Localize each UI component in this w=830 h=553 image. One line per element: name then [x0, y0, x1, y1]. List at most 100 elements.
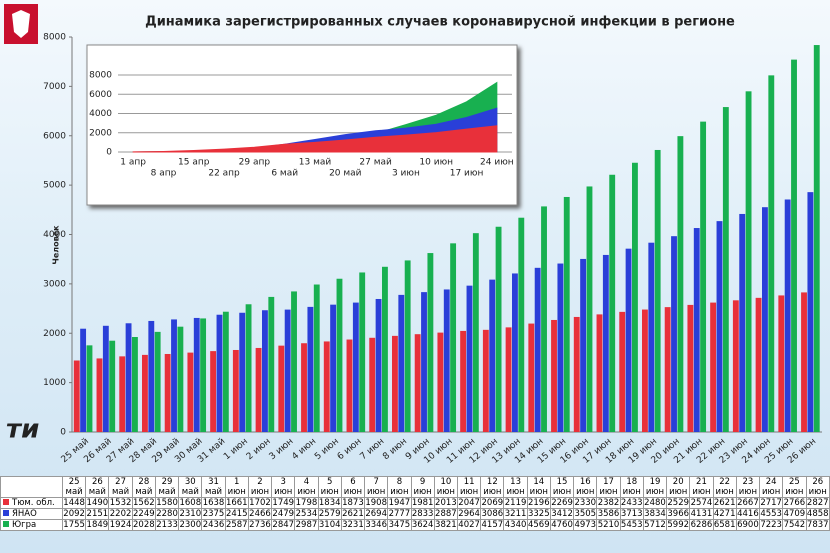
bar: [404, 260, 411, 432]
value-cell: 1834: [317, 497, 342, 509]
bar: [482, 329, 489, 432]
date-cell: 17 июн: [596, 476, 621, 498]
x-tick-label: 4 июн: [290, 436, 318, 462]
value-cell: 4973: [573, 519, 598, 531]
bar: [352, 302, 359, 432]
bar: [557, 263, 564, 432]
y-tick-label: 0: [60, 428, 66, 438]
x-tick-label: 6 май: [271, 169, 298, 179]
x-tick-label: 6 июн: [336, 436, 364, 462]
value-cell: 3821: [433, 519, 458, 531]
value-cell: 4416: [735, 508, 761, 520]
y-tick-label: 4000: [89, 109, 112, 119]
value-cell: 2574: [689, 497, 714, 509]
value-cell: 3231: [340, 519, 366, 531]
bar: [791, 59, 797, 433]
value-cell: 4569: [526, 519, 551, 531]
date-cell: 23 июн: [735, 476, 761, 498]
bar: [580, 258, 587, 432]
bar: [693, 228, 700, 432]
x-tick-label: 3 июн: [268, 436, 296, 462]
value-cell: 2579: [317, 508, 342, 520]
bar: [96, 358, 103, 432]
date-cell: 12 июн: [480, 476, 505, 498]
date-cell: 29 май: [154, 476, 180, 498]
value-cell: 1849: [85, 519, 110, 531]
bar: [142, 354, 148, 432]
y-tick-label: 3000: [43, 279, 66, 289]
value-cell: 3586: [596, 508, 621, 520]
legend-cell: Тюм. обл.: [0, 497, 63, 509]
bar: [382, 266, 388, 432]
value-cell: 3346: [364, 519, 389, 531]
value-cell: 2013: [433, 497, 458, 509]
legend-cell: Югра: [0, 519, 63, 531]
value-cell: 5453: [619, 519, 644, 531]
value-cell: 1947: [387, 497, 412, 509]
value-cell: 1638: [201, 497, 226, 509]
value-cell: 2269: [549, 497, 575, 509]
value-cell: 2047: [456, 497, 482, 509]
bar: [801, 292, 807, 432]
bar: [187, 352, 194, 432]
date-cell: 18 июн: [619, 476, 644, 498]
bar: [73, 360, 80, 432]
legend-swatch: [3, 521, 9, 527]
value-cell: 2196: [526, 497, 551, 509]
bar: [573, 316, 580, 432]
x-tick-label: 5 июн: [313, 436, 341, 462]
bar: [563, 196, 570, 432]
series-row: Тюм. обл. 1448 1490 1532 1562 1580 1608 1638 166…: [0, 497, 830, 509]
bar: [813, 45, 820, 432]
value-cell: 7837: [805, 519, 830, 531]
y-tick-label: 5000: [43, 181, 66, 191]
bar: [222, 311, 229, 432]
x-tick-label: 17 июн: [450, 169, 484, 179]
bar: [807, 192, 814, 432]
bar: [671, 236, 677, 432]
bar: [330, 304, 337, 432]
value-cell: 2330: [573, 497, 598, 509]
bar: [307, 306, 314, 432]
bar: [392, 335, 398, 432]
bar: [778, 295, 785, 432]
value-cell: 7223: [759, 519, 784, 531]
value-cell: 3966: [666, 508, 691, 520]
bar: [171, 319, 177, 432]
bar: [518, 217, 525, 432]
value-cell: 2466: [247, 508, 273, 520]
value-cell: 2151: [85, 508, 110, 520]
legend-swatch: [3, 499, 9, 505]
y-tick-label: 4000: [43, 230, 66, 240]
value-cell: 2534: [294, 508, 319, 520]
value-cell: 2529: [666, 497, 691, 509]
date-cell: 25 май: [61, 476, 87, 498]
value-cell: 2092: [61, 508, 87, 520]
bar: [489, 279, 496, 432]
value-cell: 2249: [131, 508, 156, 520]
value-cell: 1532: [108, 497, 133, 509]
x-tick-label: 8 июн: [381, 436, 409, 462]
value-cell: 1981: [410, 497, 435, 509]
value-cell: 2777: [387, 508, 412, 520]
bar: [109, 340, 116, 432]
value-cell: 4709: [782, 508, 807, 520]
date-cell: 4 июн: [294, 476, 319, 498]
bar: [154, 331, 161, 432]
chart-title: Динамика зарегистрированных случаев коро…: [145, 15, 735, 30]
bar: [722, 107, 729, 433]
date-cell: 28 май: [131, 476, 156, 498]
date-cell: 6 июн: [340, 476, 366, 498]
y-tick-label: 2000: [43, 329, 66, 339]
date-cell: 19 июн: [642, 476, 668, 498]
bar: [291, 291, 297, 432]
bar: [336, 278, 343, 432]
date-cell: 2 июн: [247, 476, 273, 498]
bar: [466, 285, 473, 432]
value-cell: 2436: [201, 519, 226, 531]
date-cell: 10 июн: [433, 476, 458, 498]
value-cell: 2133: [154, 519, 180, 531]
value-cell: 1873: [340, 497, 366, 509]
date-cell: 13 июн: [503, 476, 528, 498]
bar: [677, 136, 684, 432]
